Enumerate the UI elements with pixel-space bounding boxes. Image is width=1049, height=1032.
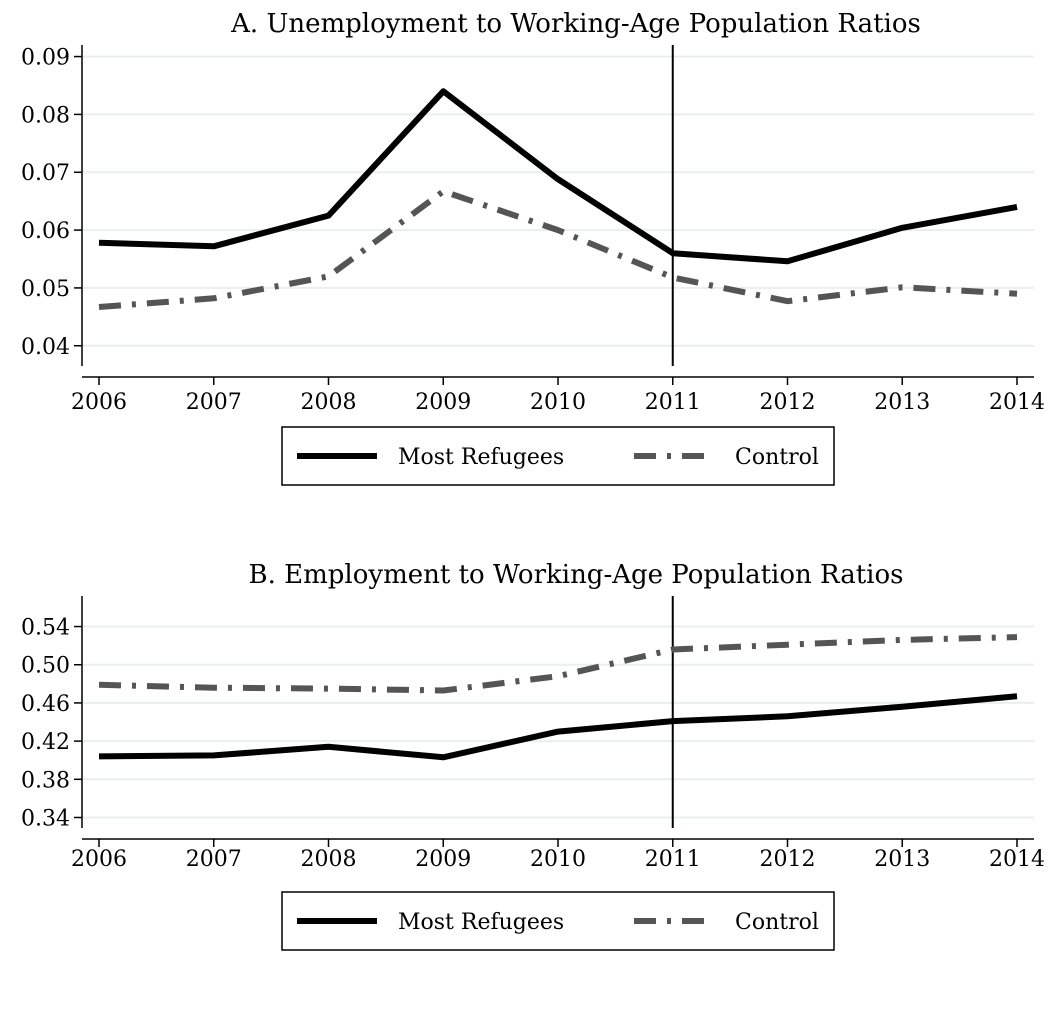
data-point [899, 225, 905, 231]
data-point [899, 284, 905, 290]
data-point [211, 685, 217, 691]
data-point [785, 642, 791, 648]
data-point [1014, 204, 1020, 210]
data-point [1014, 634, 1020, 640]
y-tick-label: 0.07 [21, 161, 70, 186]
y-tick-label: 0.06 [21, 219, 70, 244]
x-tick-label: 2013 [874, 847, 930, 872]
data-point [440, 188, 446, 194]
y-tick-label: 0.08 [21, 103, 70, 128]
data-point [1014, 291, 1020, 297]
data-point [440, 754, 446, 760]
panel-b: B. Employment to Working-Age Population … [21, 560, 1045, 951]
y-tick-label: 0.34 [21, 806, 70, 831]
data-point [211, 295, 217, 301]
x-tick-label: 2007 [186, 390, 242, 415]
x-tick-label: 2012 [760, 847, 816, 872]
data-point [785, 258, 791, 264]
data-point [899, 637, 905, 643]
y-tick-label: 0.54 [21, 616, 70, 641]
y-tick-label: 0.50 [21, 654, 70, 679]
data-point [670, 275, 676, 281]
data-point [440, 688, 446, 694]
x-tick-label: 2008 [301, 847, 357, 872]
y-tick-label: 0.38 [21, 768, 70, 793]
x-tick-label: 2014 [989, 847, 1045, 872]
data-point [555, 673, 561, 679]
data-point [326, 213, 332, 219]
legend: Most Refugees Control [281, 426, 835, 486]
series-line-most-refugees [98, 88, 1018, 265]
data-point [326, 744, 332, 750]
data-point [785, 713, 791, 719]
x-tick-label: 2007 [186, 847, 242, 872]
data-point [96, 682, 102, 688]
series-line-control [98, 188, 1018, 310]
x-tick-label: 2012 [760, 390, 816, 415]
x-tick-label: 2011 [645, 847, 701, 872]
legend-label: Control [735, 445, 819, 470]
series-line-control [98, 634, 1018, 694]
data-point [96, 304, 102, 310]
data-point [785, 298, 791, 304]
legend-label: Control [735, 910, 819, 935]
x-tick-label: 2009 [415, 390, 471, 415]
x-tick-label: 2010 [530, 847, 586, 872]
data-point [555, 176, 561, 182]
data-point [211, 752, 217, 758]
x-tick-label: 2009 [415, 847, 471, 872]
y-tick-label: 0.42 [21, 730, 70, 755]
x-tick-label: 2011 [645, 390, 701, 415]
legend: Most Refugees Control [281, 891, 835, 951]
chart-title: A. Unemployment to Working-Age Populatio… [230, 9, 921, 39]
legend-label: Most Refugees [398, 445, 564, 470]
y-tick-label: 0.09 [21, 46, 70, 71]
x-tick-label: 2014 [989, 390, 1045, 415]
panel-a: A. Unemployment to Working-Age Populatio… [21, 9, 1045, 486]
data-point [555, 729, 561, 735]
data-point [440, 88, 446, 94]
data-point [670, 250, 676, 256]
x-tick-label: 2013 [874, 390, 930, 415]
y-tick-label: 0.04 [21, 335, 70, 360]
data-point [96, 753, 102, 759]
data-point [670, 718, 676, 724]
data-point [555, 227, 561, 233]
series-line-most-refugees [98, 693, 1018, 761]
data-point [1014, 693, 1020, 699]
legend-label: Most Refugees [398, 910, 564, 935]
data-point [899, 704, 905, 710]
data-point [326, 273, 332, 279]
x-tick-label: 2010 [530, 390, 586, 415]
chart-title: B. Employment to Working-Age Population … [249, 560, 904, 590]
y-tick-label: 0.05 [21, 277, 70, 302]
data-point [211, 243, 217, 249]
x-tick-label: 2006 [71, 390, 127, 415]
data-point [670, 646, 676, 652]
data-point [326, 686, 332, 692]
x-tick-label: 2008 [301, 390, 357, 415]
x-tick-label: 2006 [71, 847, 127, 872]
data-point [96, 240, 102, 246]
y-tick-label: 0.46 [21, 692, 70, 717]
